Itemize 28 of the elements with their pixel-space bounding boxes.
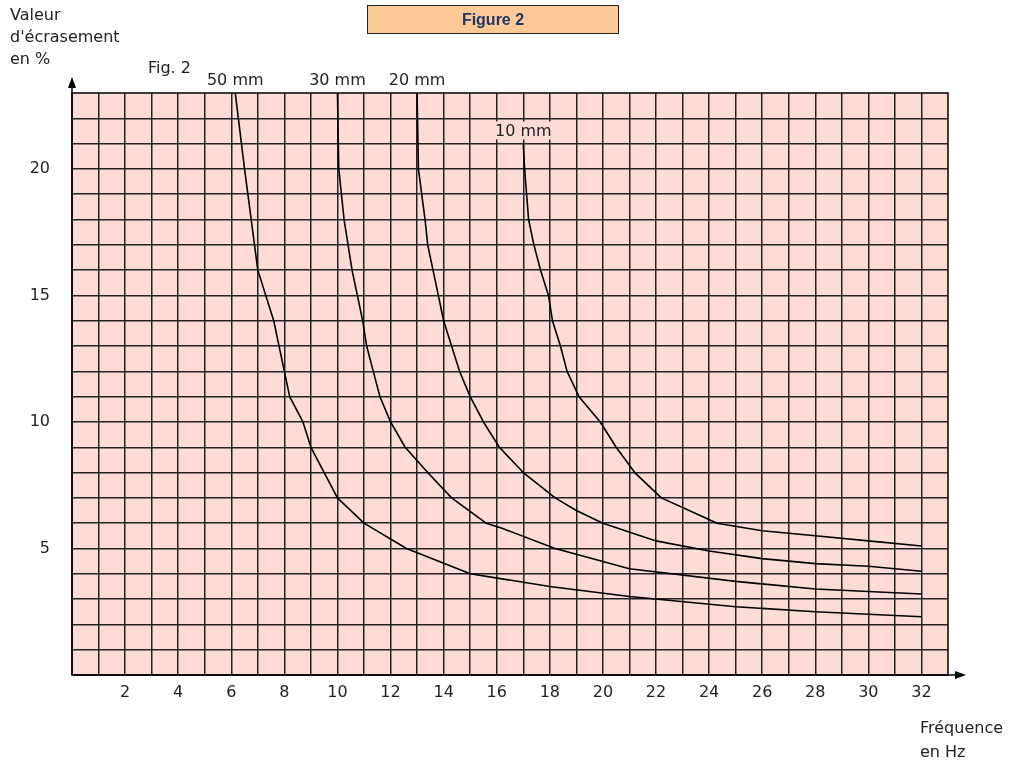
x-tick-label: 6	[226, 681, 237, 701]
series-label: 20 mm	[388, 70, 446, 89]
y-tick-label: 15	[29, 284, 50, 304]
x-tick-label: 4	[173, 681, 184, 701]
series-label: 10 mm	[494, 120, 552, 140]
chart-title: Figure 2	[367, 5, 619, 34]
caption: Fig. 2	[147, 58, 191, 77]
y-tick-label: 10	[29, 411, 50, 431]
x-tick-label: 10	[327, 681, 348, 701]
x-tick-label: 24	[698, 681, 720, 701]
series-label: 50 mm	[206, 70, 264, 89]
x-tick-label: 26	[752, 681, 773, 701]
x-tick-label: 8	[279, 681, 290, 701]
y-axis-title: Valeur d'écrasement en %	[10, 4, 121, 70]
x-tick-label: 28	[805, 681, 826, 701]
x-tick-label: 30	[858, 681, 879, 701]
series-label: 30 mm	[309, 70, 366, 89]
x-tick-label: 32	[911, 681, 932, 701]
x-tick-label: 20	[592, 681, 614, 701]
y-tick-label: 20	[29, 158, 50, 178]
x-tick-label: 18	[539, 681, 560, 701]
x-tick-label: 12	[380, 681, 401, 701]
x-tick-label: 2	[120, 681, 131, 701]
x-tick-label: 16	[486, 681, 507, 701]
x-axis-title: Fréquence en Hz	[920, 717, 1005, 763]
x-tick-label: 22	[645, 681, 667, 701]
x-tick-label: 14	[433, 681, 454, 701]
y-tick-label: 5	[39, 537, 50, 557]
